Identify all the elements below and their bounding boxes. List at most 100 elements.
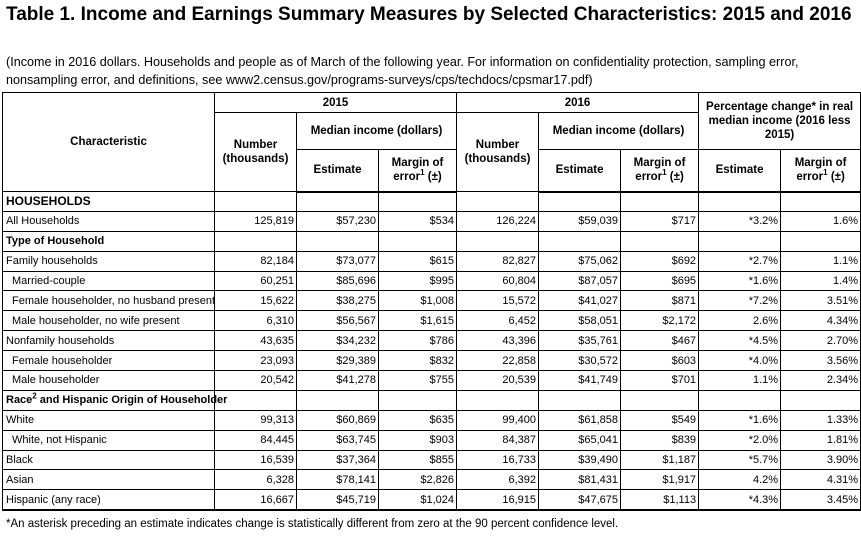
cell-n15: 43,635	[214, 330, 297, 352]
cell-e15: $29,389	[296, 350, 379, 372]
cell-n16: 82,827	[456, 250, 540, 272]
cell-e16: $59,039	[538, 210, 622, 232]
header-pct-change: Percentage change* in real median income…	[698, 92, 861, 150]
cell-m16: $871	[620, 290, 700, 312]
cell-n15: 60,251	[214, 270, 297, 292]
cell-e16: $65,041	[538, 429, 622, 451]
cell-m16: $1,917	[620, 469, 700, 491]
row-label: Married-couple	[2, 270, 215, 292]
income-table: Characteristic 2015 2016 Percentage chan…	[2, 92, 861, 511]
row-label: White	[2, 409, 215, 431]
cell-m15: $995	[377, 270, 458, 292]
table-row: Male householder, no wife present 6,310 $5…	[2, 310, 861, 332]
cell-pc: *4.3%	[698, 489, 782, 511]
section-households: HOUSEHOLDS	[2, 191, 215, 212]
cell-m15: $903	[377, 429, 458, 451]
cell-m15: $855	[377, 449, 458, 471]
cell-m16: $717	[620, 210, 700, 232]
cell-m15: $615	[377, 250, 458, 272]
table-row: Nonfamily households 43,635 $34,232 $786 43,…	[2, 330, 861, 352]
table-row: Black 16,539 $37,364 $855 16,733 $39,490 $1,18…	[2, 449, 861, 471]
cell-n15: 16,539	[214, 449, 297, 471]
cell-n16: 22,858	[456, 350, 540, 372]
cell-pc: *4.0%	[698, 350, 782, 372]
cell-e15: $57,230	[296, 210, 379, 232]
cell-pc: 1.1%	[698, 370, 782, 391]
cell-m15: $786	[377, 330, 458, 352]
section-race-hispanic: Race2 and Hispanic Origin of Householder	[2, 389, 227, 411]
table-row: White 99,313 $60,869 $635 99,400 $61,858 $549 *…	[2, 409, 861, 431]
cell-e16: $47,675	[538, 489, 622, 511]
cell-n16: 43,396	[456, 330, 540, 352]
cell-pm: 1.1%	[780, 250, 861, 272]
cell-e15: $85,696	[296, 270, 379, 292]
cell-pm: 3.90%	[780, 449, 861, 471]
table-row: Married-couple 60,251 $85,696 $995 60,804 $87…	[2, 270, 861, 292]
cell-e16: $41,027	[538, 290, 622, 312]
row-label: All Households	[2, 210, 215, 232]
row-label: White, not Hispanic	[2, 429, 215, 451]
table-row: Male householder 20,542 $41,278 $755 20,539 $…	[2, 370, 861, 391]
row-label: Asian	[2, 469, 215, 491]
row-label: Male householder	[2, 370, 215, 391]
cell-m15: $832	[377, 350, 458, 372]
cell-m16: $1,187	[620, 449, 700, 471]
table-row: Asian 6,328 $78,141 $2,826 6,392 $81,431 $1,91…	[2, 469, 861, 491]
row-label: Black	[2, 449, 215, 471]
header-estimate-2016: Estimate	[538, 149, 622, 193]
header-number-2015: Number (thousands)	[214, 112, 297, 192]
cell-n16: 15,572	[456, 290, 540, 312]
cell-e16: $30,572	[538, 350, 622, 372]
table-row: All Households 125,819 $57,230 $534 126,224 $…	[2, 210, 861, 232]
section-row-race: Race2 and Hispanic Origin of Householder	[2, 389, 861, 411]
cell-m16: $467	[620, 330, 700, 352]
table-title: Table 1. Income and Earnings Summary Mea…	[6, 4, 852, 25]
cell-e15: $63,745	[296, 429, 379, 451]
cell-e15: $45,719	[296, 489, 379, 511]
header-estimate-2015: Estimate	[296, 149, 379, 193]
cell-pm: 2.34%	[780, 370, 861, 391]
cell-n15: 125,819	[214, 210, 297, 232]
table-row: Female householder 23,093 $29,389 $832 22,85…	[2, 350, 861, 372]
cell-m16: $701	[620, 370, 700, 391]
cell-pm: 2.70%	[780, 330, 861, 352]
row-label: Male householder, no wife present	[2, 310, 215, 332]
footnote: *An asterisk preceding an estimate indic…	[6, 518, 619, 530]
cell-e16: $58,051	[538, 310, 622, 332]
cell-n15: 16,667	[214, 489, 297, 511]
cell-e16: $81,431	[538, 469, 622, 491]
cell-m16: $839	[620, 429, 700, 451]
cell-e16: $35,761	[538, 330, 622, 352]
cell-e15: $34,232	[296, 330, 379, 352]
table-row: Family households 82,184 $73,077 $615 82,827…	[2, 250, 861, 272]
cell-pm: 3.56%	[780, 350, 861, 372]
cell-e15: $78,141	[296, 469, 379, 491]
cell-pm: 4.34%	[780, 310, 861, 332]
row-label: Female householder, no husband present	[2, 290, 215, 312]
cell-pm: 3.51%	[780, 290, 861, 312]
cell-e15: $56,567	[296, 310, 379, 332]
cell-n15: 23,093	[214, 350, 297, 372]
cell-n16: 60,804	[456, 270, 540, 292]
cell-pc: *7.2%	[698, 290, 782, 312]
cell-n16: 84,387	[456, 429, 540, 451]
header-number-2016: Number (thousands)	[456, 112, 540, 192]
cell-pm: 1.81%	[780, 429, 861, 451]
cell-pm: 3.45%	[780, 489, 861, 511]
cell-e16: $61,858	[538, 409, 622, 431]
cell-n15: 84,445	[214, 429, 297, 451]
header-margin-pct: Margin of error1 (±)	[780, 149, 861, 193]
row-label: Nonfamily households	[2, 330, 215, 352]
cell-pc: *3.2%	[698, 210, 782, 232]
cell-m15: $755	[377, 370, 458, 391]
cell-pm: 1.4%	[780, 270, 861, 292]
cell-m16: $549	[620, 409, 700, 431]
header-margin-2015: Margin of error1 (±)	[377, 149, 458, 193]
cell-n16: 20,539	[456, 370, 540, 391]
cell-pc: *1.6%	[698, 270, 782, 292]
cell-pc: *5.7%	[698, 449, 782, 471]
cell-m16: $2,172	[620, 310, 700, 332]
section-row-type: Type of Household	[2, 230, 861, 252]
cell-pc: *1.6%	[698, 409, 782, 431]
cell-n15: 99,313	[214, 409, 297, 431]
